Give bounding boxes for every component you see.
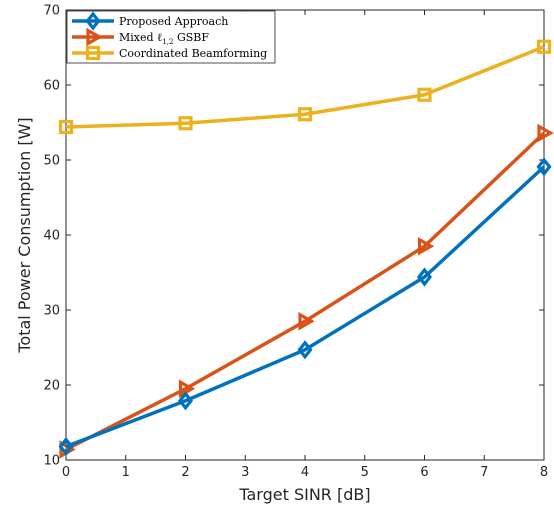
series-2	[58, 39, 552, 135]
plot-area	[65, 9, 545, 461]
series-line	[65, 131, 546, 452]
series-layer	[58, 39, 554, 459]
x-tick-label: 0	[62, 465, 70, 480]
x-tick-label: 3	[241, 465, 249, 480]
data-point	[58, 119, 74, 135]
y-tick-label: 70	[43, 4, 60, 19]
square-marker	[536, 39, 552, 54]
data-point	[536, 39, 552, 54]
triangle-marker	[86, 27, 103, 47]
x-tick-label: 8	[540, 465, 548, 480]
data-point	[416, 267, 433, 287]
data-point	[297, 107, 313, 122]
data-point	[58, 436, 74, 457]
y-axis-label: Total Power Consumption [W]	[15, 117, 34, 353]
data-point	[177, 391, 194, 411]
triangle-marker	[417, 237, 435, 256]
plot-frame	[65, 9, 545, 461]
triangle-marker	[537, 123, 554, 143]
y-tick-label: 30	[43, 304, 60, 319]
y-tick-label: 40	[43, 229, 60, 244]
legend-item: Mixed ℓ1,2 GSBF	[72, 27, 209, 47]
series-line	[65, 165, 546, 449]
series-0	[58, 157, 552, 457]
x-tick-label: 4	[301, 465, 309, 480]
diamond-marker	[177, 391, 194, 411]
diamond-marker	[297, 340, 313, 360]
y-tick-label: 20	[43, 379, 60, 394]
x-tick-label: 5	[361, 465, 369, 480]
legend-label-rest: GSBF	[173, 31, 209, 44]
diamond-marker	[85, 11, 101, 31]
x-tick-label: 7	[480, 465, 488, 480]
data-point	[536, 157, 552, 177]
y-tick-label: 10	[43, 454, 60, 469]
square-marker	[58, 119, 74, 135]
square-marker	[178, 116, 193, 131]
x-axis-label: Target SINR [dB]	[238, 485, 370, 504]
legend-item: Coordinated Beamforming	[72, 45, 267, 61]
data-point	[178, 379, 196, 398]
legend-label: Proposed Approach	[119, 15, 228, 28]
data-point	[537, 123, 554, 143]
legend-label: Coordinated Beamforming	[119, 47, 267, 60]
y-tick-label: 50	[43, 154, 60, 169]
legend-label-base: Mixed ℓ	[119, 31, 162, 44]
legend-label: Mixed ℓ1,2 GSBF	[119, 31, 209, 46]
diamond-marker	[58, 436, 74, 457]
legend-label-subscript: 1,2	[162, 38, 173, 46]
x-tick-label: 1	[122, 465, 130, 480]
square-marker	[297, 107, 313, 122]
data-point	[417, 237, 435, 256]
square-marker	[417, 87, 432, 102]
legend-item: Proposed Approach	[72, 11, 228, 31]
series-line	[65, 45, 545, 129]
data-point	[178, 116, 193, 131]
diamond-marker	[536, 157, 552, 177]
data-point	[297, 340, 313, 360]
data-point	[417, 87, 432, 102]
square-marker	[85, 45, 101, 61]
x-tick-label: 2	[181, 465, 189, 480]
y-tick-label: 60	[43, 79, 60, 94]
triangle-marker	[178, 379, 196, 398]
data-point	[298, 312, 315, 331]
diamond-marker	[416, 267, 433, 287]
triangle-marker	[298, 312, 315, 331]
x-tick-label: 6	[420, 465, 428, 480]
